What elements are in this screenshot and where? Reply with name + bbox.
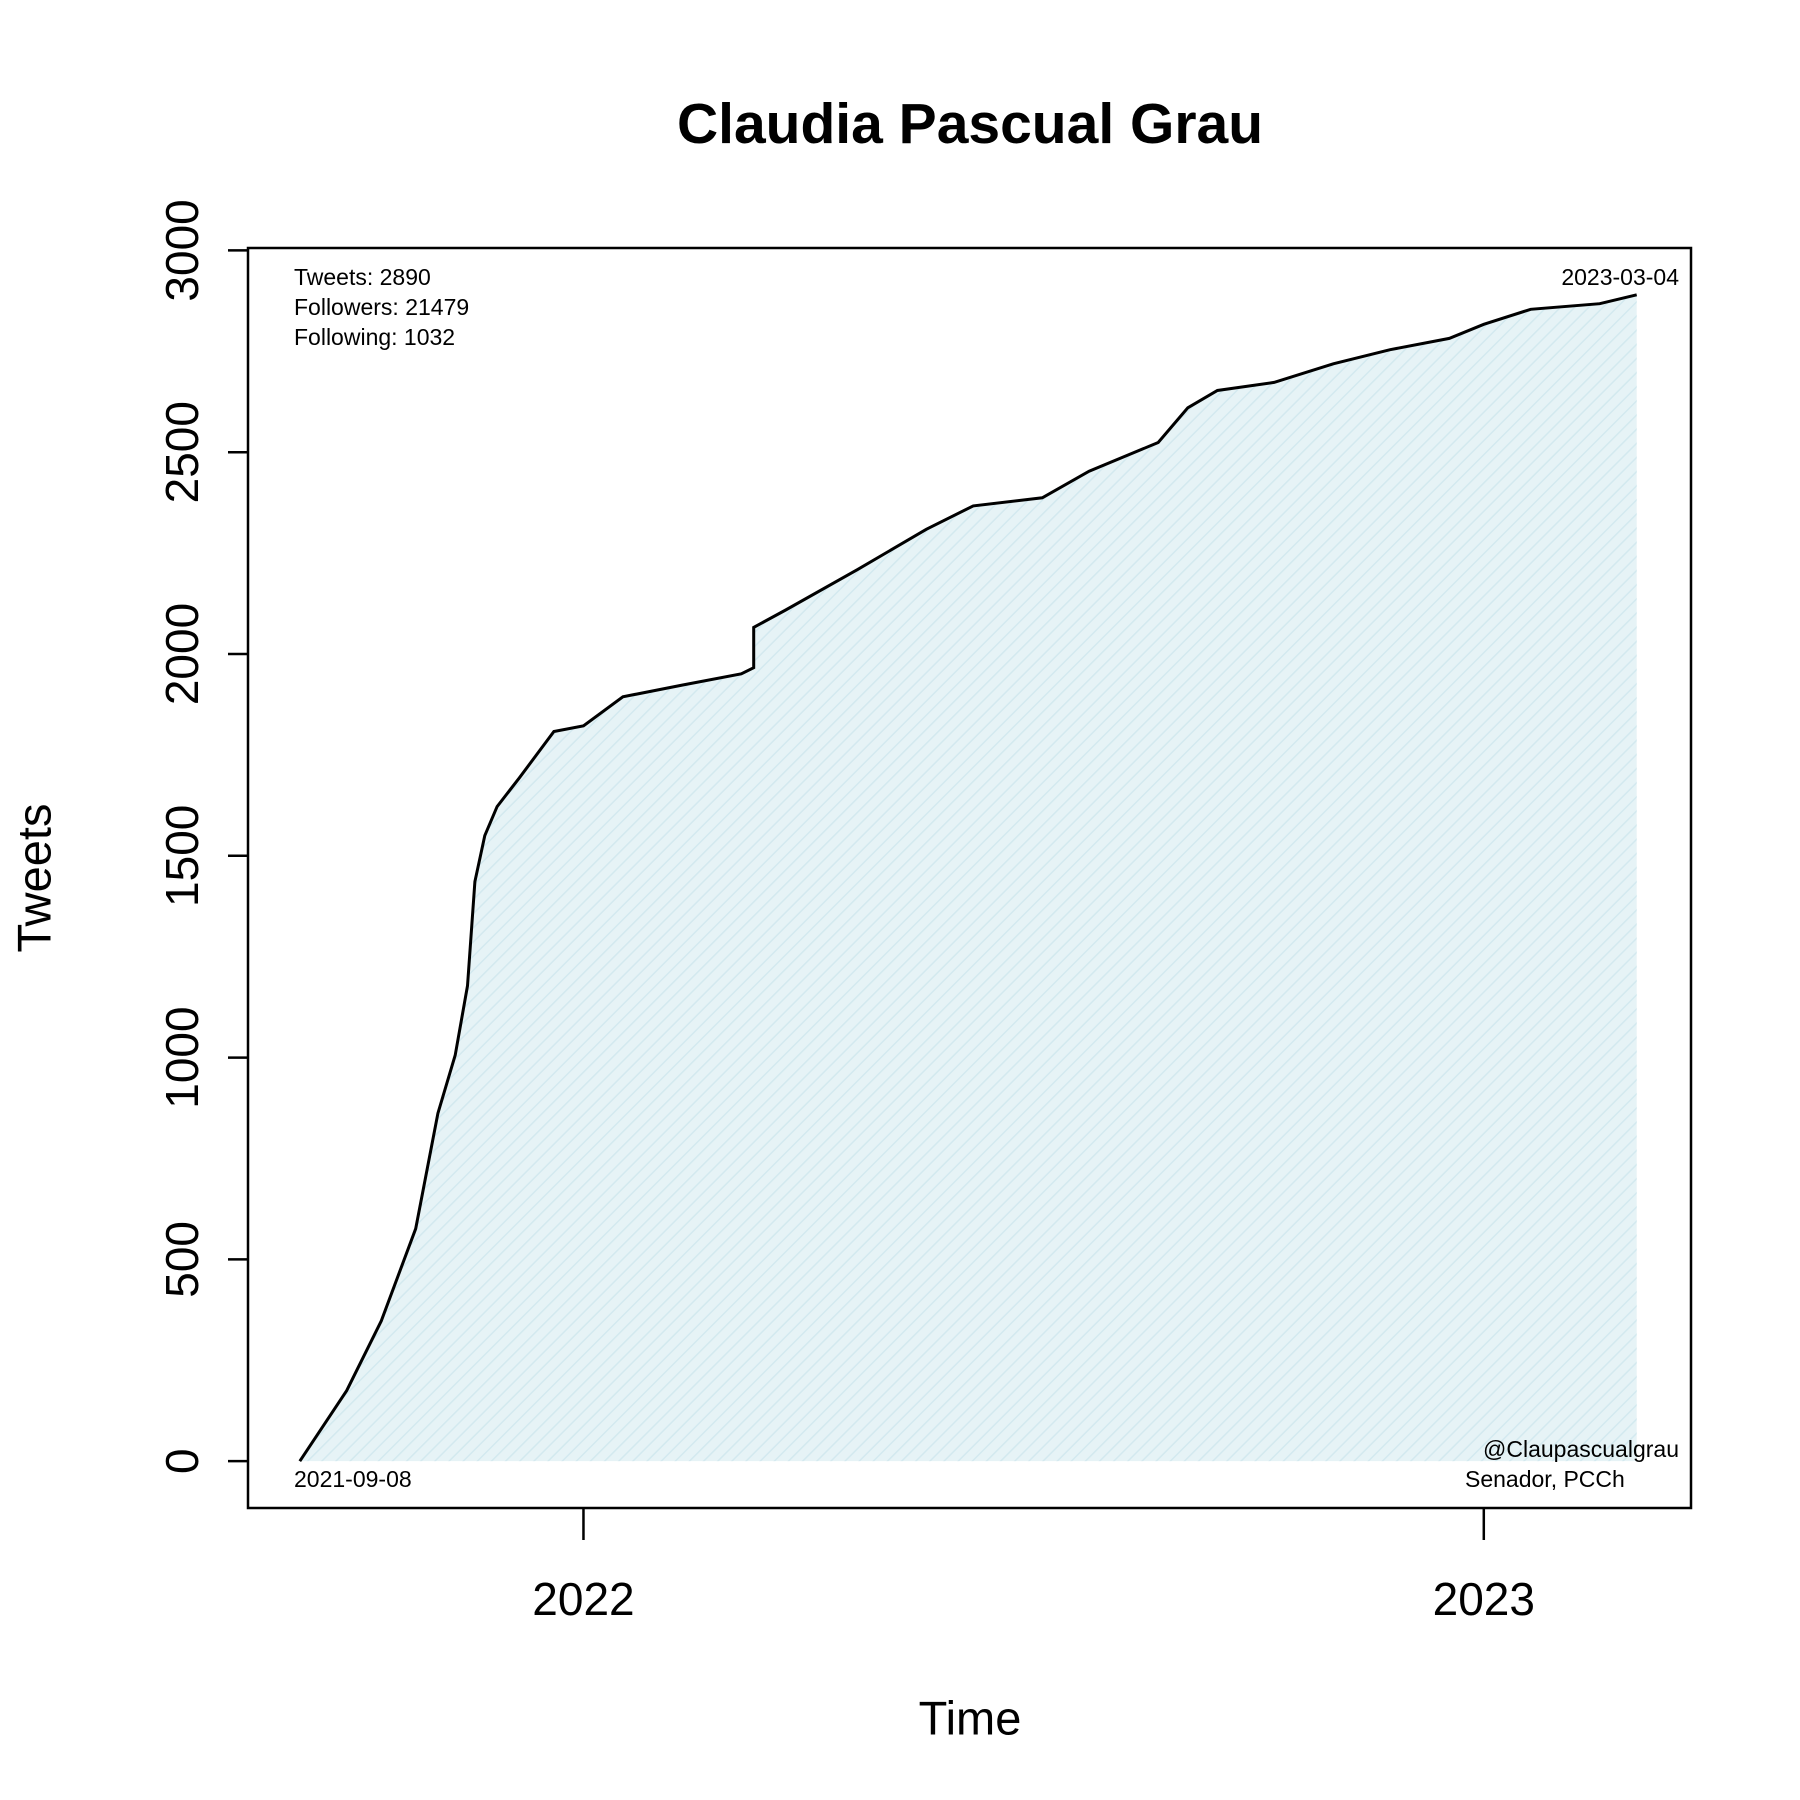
- area-hatch: [299, 294, 1637, 1462]
- y-tick-label: 2000: [156, 603, 208, 705]
- end-date: 2023-03-04: [1561, 264, 1679, 290]
- x-tick-label: 2022: [532, 1573, 634, 1625]
- x-axis-title: Time: [919, 1691, 1022, 1744]
- plot-frame: [246, 246, 1693, 1510]
- y-tick-label: 3000: [156, 199, 208, 301]
- stat-label: Tweets: 2890: [294, 264, 431, 290]
- x-tick-label: 2023: [1433, 1573, 1535, 1625]
- line: [298, 293, 1638, 1463]
- stat-label: Following: 1032: [294, 324, 455, 350]
- handle: @Claupascualgrau: [1483, 1436, 1679, 1462]
- y-axis-title: Tweets: [7, 804, 60, 953]
- y-tick-label: 0: [156, 1448, 208, 1474]
- start-date: 2021-09-08: [294, 1466, 412, 1492]
- chart-title: Claudia Pascual Grau: [677, 92, 1263, 156]
- stat-label: Followers: 21479: [294, 294, 469, 320]
- y-tick-label: 2500: [156, 401, 208, 503]
- role: Senador, PCCh: [1465, 1466, 1625, 1492]
- y-tick-label: 1500: [156, 805, 208, 907]
- y-tick-label: 500: [156, 1221, 208, 1298]
- y-tick-label: 1000: [156, 1006, 208, 1108]
